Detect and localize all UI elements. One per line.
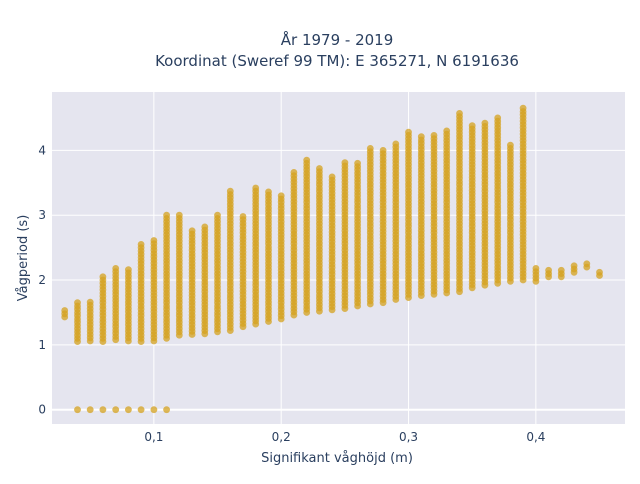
scatter-point [417,133,425,141]
scatter-point [99,406,107,414]
scatter-point [214,211,221,219]
scatter-point [328,173,336,181]
scatter-point [545,266,552,274]
scatter-point [379,147,387,154]
scatter-point [303,156,311,164]
scatter-point [557,266,565,274]
scatter-point [265,188,272,196]
scatter-point [583,260,591,268]
scatter-point [570,262,578,270]
x-tick-label: 0,4 [526,430,545,444]
scatter-point [137,241,145,248]
x-axis-title: Signifikant våghöjd (m) [261,451,413,466]
chart-title-line1: År 1979 - 2019 [281,30,394,49]
scatter-point [277,192,285,200]
scatter-point [150,237,158,244]
y-axis-title: Vågperiod (s) [16,215,31,302]
scatter-point [112,265,120,272]
scatter-point [124,266,132,274]
scatter-points [61,104,603,414]
x-tick-label: 0,3 [399,430,418,444]
scatter-point [443,127,451,135]
scatter-point [532,265,540,272]
y-tick-label: 4 [38,143,46,157]
scatter-point [163,406,171,414]
scatter-point [99,273,107,281]
scatter-point [456,110,463,117]
scatter-point [392,140,400,148]
y-tick-label: 2 [38,273,46,287]
x-tick-labels: 0,1 0,2 0,3 0,4 [144,430,545,444]
scatter-point [341,159,349,167]
y-tick-labels: 0 1 2 3 4 [38,143,46,416]
scatter-point [290,169,298,176]
scatter-point [163,211,171,219]
scatter-point [137,406,145,414]
scatter-point [468,122,476,130]
plot-area [52,92,625,424]
scatter-point [519,104,527,112]
scatter-point [252,184,260,192]
scatter-point [405,128,412,136]
scatter-point [366,145,374,152]
scatter-point [74,406,81,414]
scatter-point [201,223,209,231]
scatter-point [316,165,323,172]
scatter-point [494,114,502,122]
scatter-point [226,187,234,195]
x-tick-label: 0,2 [272,430,291,444]
scatter-point [86,406,94,414]
scatter-point [86,298,94,306]
y-tick-label: 3 [38,208,46,222]
scatter-point [239,213,247,220]
y-tick-label: 1 [38,338,46,352]
scatter-point [188,227,196,235]
scatter-point [430,132,438,139]
scatter-point [61,307,69,314]
scatter-point [596,268,603,276]
scatter-point [354,159,361,167]
scatter-point [150,406,158,414]
scatter-point [175,211,183,219]
scatter-point [112,406,120,414]
y-tick-label: 0 [38,403,46,417]
scatter-point [481,119,489,127]
scatter-point [507,141,514,149]
chart-title-line2: Koordinat (Sweref 99 TM): E 365271, N 61… [155,52,519,70]
scatter-point [74,299,81,307]
scatter-point [124,406,132,414]
x-tick-label: 0,1 [144,430,163,444]
